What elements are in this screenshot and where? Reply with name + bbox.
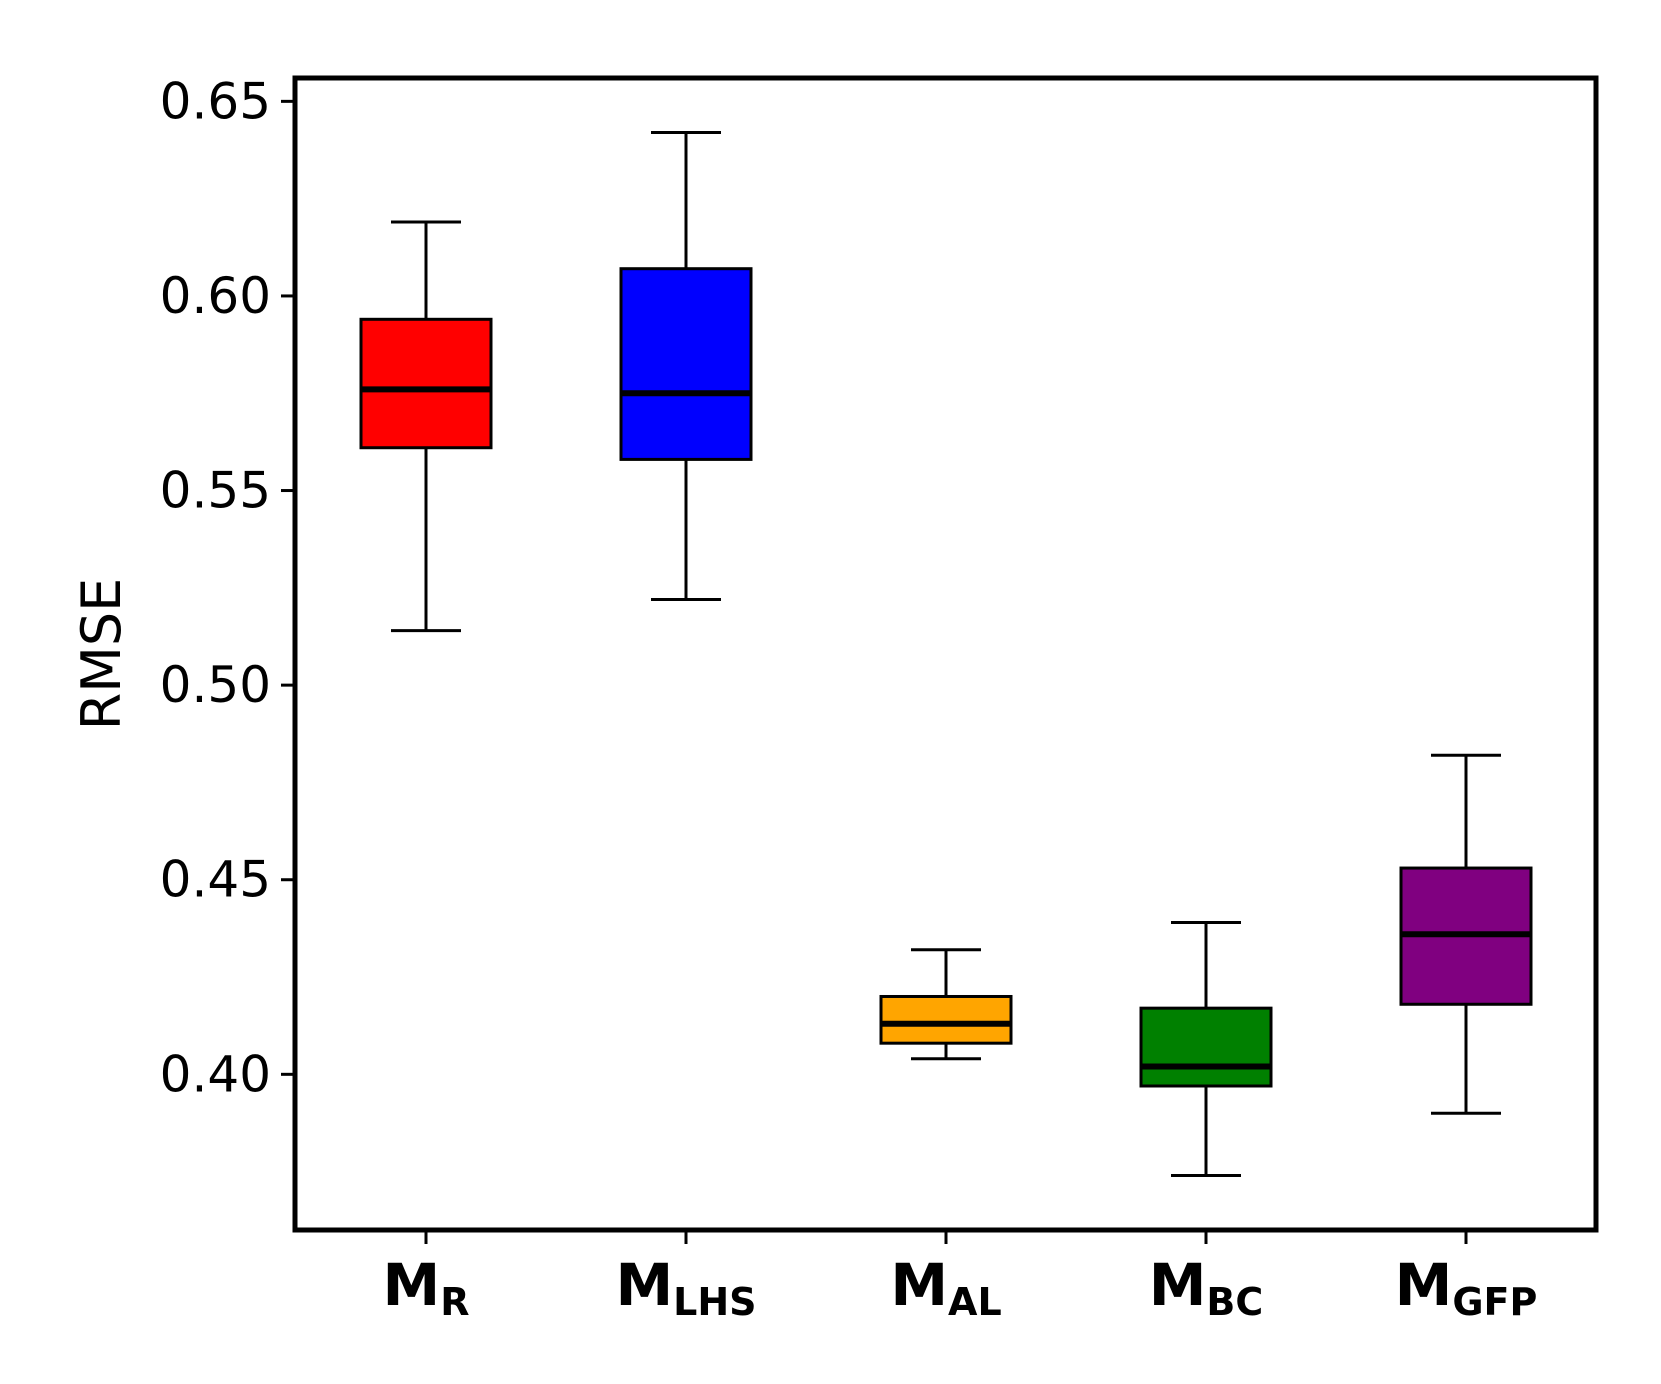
- x-tick-label: MGFP: [1395, 1251, 1538, 1324]
- x-tick-label-sub: LHS: [673, 1280, 756, 1324]
- x-tick-label-main: M: [1395, 1251, 1453, 1319]
- x-tick-label-main: M: [615, 1251, 673, 1319]
- x-tick-label: MLHS: [615, 1251, 756, 1324]
- x-tick-label-sub: BC: [1206, 1280, 1263, 1324]
- iqr-box: [359, 317, 493, 450]
- y-tick-label: 0.45: [160, 851, 271, 909]
- box-5: [1399, 753, 1533, 1115]
- boxes-layer: [359, 130, 1533, 1178]
- x-tick-label-sub: R: [440, 1280, 469, 1324]
- x-tick-label-main: M: [890, 1251, 948, 1319]
- y-tick-label: 0.60: [160, 267, 271, 325]
- box-4: [1139, 921, 1273, 1178]
- x-tick-label-main: M: [1149, 1251, 1207, 1319]
- y-tick-label: 0.40: [160, 1045, 271, 1103]
- y-tick-label: 0.55: [160, 462, 271, 520]
- box-3: [879, 948, 1013, 1061]
- iqr-box: [879, 994, 1013, 1045]
- x-tick-label-sub: GFP: [1452, 1280, 1537, 1324]
- x-tick-label: MAL: [890, 1251, 1001, 1324]
- box-1: [359, 220, 493, 633]
- x-tick-label: MBC: [1149, 1251, 1264, 1324]
- x-tick-label-sub: AL: [948, 1280, 1002, 1324]
- y-tick-label: 0.65: [160, 72, 271, 130]
- iqr-box: [619, 267, 753, 461]
- x-tick-label-main: M: [383, 1251, 441, 1319]
- x-tick-label: MR: [383, 1251, 470, 1324]
- y-tick-label: 0.50: [160, 656, 271, 714]
- x-axis: MR MLHS MAL MBC MGFP: [383, 1230, 1538, 1324]
- y-axis: 0.40 0.45 0.50 0.55 0.60 0.65: [160, 72, 295, 1103]
- box-2: [619, 130, 753, 602]
- iqr-box: [1139, 1006, 1273, 1088]
- y-axis-title: RMSE: [70, 578, 133, 731]
